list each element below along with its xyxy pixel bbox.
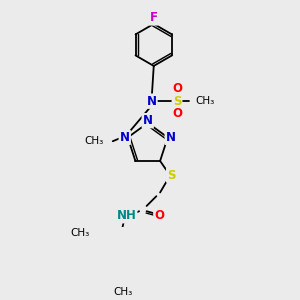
Text: N: N	[166, 131, 176, 144]
Text: CH₃: CH₃	[113, 287, 132, 297]
Text: CH₃: CH₃	[195, 96, 214, 106]
Text: N: N	[146, 95, 157, 108]
Text: O: O	[172, 107, 182, 120]
Text: CH₃: CH₃	[85, 136, 104, 146]
Text: S: S	[167, 169, 176, 182]
Text: O: O	[154, 209, 164, 222]
Text: CH₃: CH₃	[70, 228, 89, 238]
Text: S: S	[173, 95, 181, 108]
Text: N: N	[120, 131, 130, 144]
Text: F: F	[150, 11, 158, 24]
Text: O: O	[172, 82, 182, 95]
Text: N: N	[143, 114, 153, 127]
Text: NH: NH	[116, 209, 136, 222]
